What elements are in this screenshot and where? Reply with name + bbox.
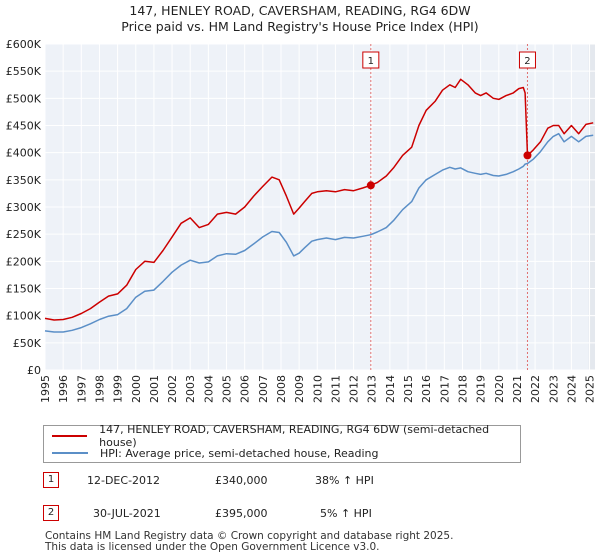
series-line-hpi bbox=[44, 132, 594, 333]
price-chart: £0 £50K £100K £150K £200K £250K £300K £350K £400… bbox=[6, 38, 597, 403]
sale-point bbox=[366, 181, 375, 190]
y-tick-label: £0 bbox=[27, 364, 41, 377]
y-tick-label: £550K bbox=[6, 65, 42, 78]
x-tick-label: 1999 bbox=[112, 375, 125, 403]
transaction-hpi: 5% ↑ HPI bbox=[320, 507, 372, 520]
sale-point bbox=[523, 151, 532, 160]
y-tick-label: £500K bbox=[6, 92, 42, 105]
x-tick-label: 1995 bbox=[39, 375, 52, 403]
legend-item-hpi: HPI: Average price, semi-detached house,… bbox=[52, 445, 379, 461]
transaction-number: 1 bbox=[43, 472, 59, 488]
y-tick-label: £200K bbox=[6, 255, 42, 268]
x-tick-label: 2003 bbox=[184, 375, 197, 403]
x-tick-label: 2025 bbox=[584, 375, 597, 403]
x-tick-label: 2012 bbox=[348, 375, 361, 403]
x-tick-label: 2008 bbox=[275, 375, 288, 403]
x-tick-label: 2021 bbox=[511, 375, 524, 403]
y-tick-label: £300K bbox=[6, 201, 42, 214]
x-tick-label: 2015 bbox=[402, 375, 415, 403]
y-tick-label: £250K bbox=[6, 228, 42, 241]
x-tick-label: 2004 bbox=[202, 375, 215, 403]
transaction-price: £395,000 bbox=[215, 507, 268, 520]
x-tick-label: 2009 bbox=[293, 375, 306, 403]
title-line-2: Price paid vs. HM Land Registry's House … bbox=[121, 19, 479, 34]
series-line-property bbox=[44, 78, 594, 321]
legend-swatch-property bbox=[52, 435, 88, 437]
transaction-price: £340,000 bbox=[215, 474, 268, 487]
x-tick-label: 2020 bbox=[493, 375, 506, 403]
x-tick-label: 2013 bbox=[366, 375, 379, 403]
transaction-hpi: 38% ↑ HPI bbox=[315, 474, 374, 487]
marker-label-box bbox=[518, 51, 536, 69]
x-tick-label: 2016 bbox=[420, 375, 433, 403]
y-tick-label: £450K bbox=[6, 120, 42, 133]
x-tick-label: 2023 bbox=[547, 375, 560, 403]
transaction-date: 30-JUL-2021 bbox=[93, 507, 161, 520]
x-tick-label: 2018 bbox=[456, 375, 469, 403]
transaction-row: 2 30-JUL-2021 £395,000 5% ↑ HPI bbox=[0, 503, 600, 523]
y-tick-label: £350K bbox=[6, 174, 42, 187]
footer: Contains HM Land Registry data © Crown c… bbox=[45, 531, 595, 553]
transaction-row: 1 12-DEC-2012 £340,000 38% ↑ HPI bbox=[0, 470, 600, 490]
legend-swatch-hpi bbox=[52, 452, 88, 454]
x-tick-label: 2011 bbox=[329, 375, 342, 403]
x-tick-label: 2014 bbox=[384, 375, 397, 403]
legend: 147, HENLEY ROAD, CAVERSHAM, READING, RG… bbox=[43, 423, 521, 463]
x-tick-label: 2017 bbox=[438, 375, 451, 403]
y-tick-label: £600K bbox=[6, 38, 42, 51]
y-tick-label: £50K bbox=[13, 337, 42, 350]
legend-label-property: 147, HENLEY ROAD, CAVERSHAM, READING, RG… bbox=[99, 423, 490, 449]
x-tick-label: 1998 bbox=[93, 375, 106, 403]
title-line-1: 147, HENLEY ROAD, CAVERSHAM, READING, RG… bbox=[129, 3, 471, 18]
x-tick-label: 2022 bbox=[529, 375, 542, 403]
y-tick-label: £400K bbox=[6, 147, 42, 160]
x-tick-label: 2019 bbox=[475, 375, 488, 403]
marker-label: 2 bbox=[524, 56, 530, 67]
x-tick-label: 2006 bbox=[239, 375, 252, 403]
transaction-number: 2 bbox=[43, 505, 59, 521]
x-tick-label: 2024 bbox=[565, 375, 578, 403]
transaction-date: 12-DEC-2012 bbox=[87, 474, 161, 487]
legend-label-hpi: HPI: Average price, semi-detached house,… bbox=[100, 446, 379, 460]
x-tick-label: 2001 bbox=[148, 375, 161, 403]
x-tick-label: 2000 bbox=[130, 375, 143, 403]
legend-item-property: 147, HENLEY ROAD, CAVERSHAM, READING, RG… bbox=[52, 423, 520, 449]
footer-line-2: This data is licensed under the Open Gov… bbox=[45, 541, 380, 553]
footer-line-1: Contains HM Land Registry data © Crown c… bbox=[45, 530, 454, 542]
x-tick-label: 2007 bbox=[257, 375, 270, 403]
marker-label: 1 bbox=[368, 56, 374, 67]
y-tick-label: £100K bbox=[6, 310, 42, 323]
x-tick-label: 2010 bbox=[311, 375, 324, 403]
chart-title: 147, HENLEY ROAD, CAVERSHAM, READING, RG… bbox=[0, 3, 600, 35]
marker-label-box bbox=[362, 51, 380, 69]
x-tick-label: 2005 bbox=[221, 375, 234, 403]
x-tick-label: 2002 bbox=[166, 375, 179, 403]
y-tick-label: £150K bbox=[6, 283, 42, 296]
x-tick-label: 1996 bbox=[57, 375, 70, 403]
x-tick-label: 1997 bbox=[75, 375, 88, 403]
